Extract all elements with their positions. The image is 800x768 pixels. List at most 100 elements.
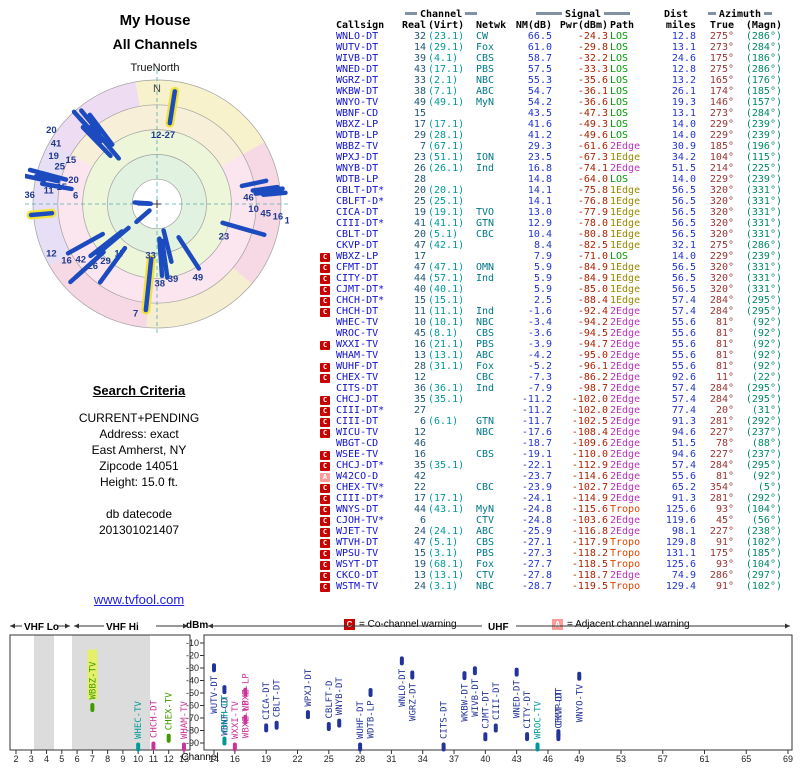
table-row: C WSTM-TV 24 (3.1) NBC -28.7 -119.5 Tropo 129.4 9… (320, 581, 782, 592)
table-row: C CFMT-DT 47 (47.1) OMN 5.9 -84.9 1Edge 56.5 320°… (320, 262, 782, 273)
table-row: CBLFT-D* 25 (25.1) 14.1 -76.8 1Edge 56.5 320° (3… (336, 196, 782, 207)
station-marker (305, 710, 310, 720)
co-channel-flag: C (320, 506, 330, 515)
x-tick-label: 3 (29, 754, 34, 764)
radar-bar-label: 42 (75, 254, 86, 265)
x-tick-label: 40 (480, 754, 490, 764)
co-channel-flag: C (320, 363, 330, 372)
station-label: CITY-DT (523, 690, 533, 729)
station-marker (243, 714, 248, 724)
table-row: C CHEX-TV 12 CBC -7.3 -86.2 2Edge 92.6 11° (22°) (320, 372, 782, 383)
station-marker (525, 732, 530, 742)
table-row: WNYO-TV 49 (49.1) MyN 54.2 -36.6 LOS 19.3 146° (1… (336, 97, 782, 108)
co-channel-flag: C (320, 561, 330, 570)
radar-bar (33, 173, 61, 184)
radar-bar (220, 220, 267, 238)
station-label: WKBW-DT (460, 683, 470, 722)
table-row: CICA-DT 19 (19.1) TVO 13.0 -77.9 1Edge 56.5 320°… (336, 207, 782, 218)
station-label: WBBZ-TV (88, 661, 98, 700)
radar-bar (28, 210, 55, 218)
radar-orientation-label: TrueNorth (130, 62, 180, 74)
station-label: CIII-DT (492, 681, 502, 720)
station-marker (556, 732, 561, 742)
station-marker (577, 671, 582, 681)
table-row: WIVB-DT 39 (4.1) CBS 58.7 -32.2 LOS 24.6 175° (18… (336, 53, 782, 64)
col-nm: NM(dB) (515, 20, 552, 31)
adjacent-channel-flag-icon: A (552, 619, 563, 630)
col-real: Real (402, 20, 427, 31)
x-tick-label: 14 (209, 754, 219, 764)
table-row: CBLT-DT* 20 (20.1) 14.1 -75.8 1Edge 56.5 320° (3… (336, 185, 782, 196)
radar-bar-label: 13 (285, 215, 289, 226)
table-row: C CIII-DT* 27 -11.2 -102.0 2Edge 77.4 20° (31°) (320, 405, 782, 416)
radar-bar-label: 12 (46, 248, 57, 259)
station-marker (472, 666, 477, 676)
table-row: WBNF-CD 15 43.5 -47.3 LOS 13.1 273° (284°) (336, 108, 782, 119)
x-tick-label: 19 (261, 754, 271, 764)
station-label: CKVP-DT (554, 687, 564, 726)
x-axis-label: Channel (181, 752, 219, 763)
co-channel-flag: C (320, 484, 330, 493)
station-label: CHCH-DT (220, 694, 230, 733)
table-row: A W42CO-D 42 -23.7 -114.6 2Edge 55.6 81° (92°) (320, 471, 782, 482)
col-true: True (709, 20, 734, 31)
y-tick-label: -90 (186, 738, 199, 748)
station-marker (274, 720, 279, 730)
station-label: WBXZ-LP (241, 673, 251, 712)
radar-bar (39, 170, 69, 182)
table-row: C WICU-TV 12 NBC -17.6 -108.4 2Edge 94.6 227° (23… (320, 427, 782, 438)
radar-bar (97, 245, 128, 285)
radar-bar-label: 36 (25, 190, 35, 201)
station-label: WIVB-DT (471, 678, 481, 717)
table-row: CITS-DT 36 (36.1) Ind -7.9 -98.7 2Edge 57.4 284°… (336, 383, 782, 394)
radar-bar (143, 257, 154, 313)
table-row: C WJET-TV 24 (24.1) ABC -25.9 -116.8 2Edge 98.1 2… (320, 526, 782, 537)
band-vhf-lo-label: VHF Lo (24, 622, 59, 633)
x-tick-label: 9 (120, 754, 125, 764)
radar-bar (134, 208, 152, 225)
radar-bar-label: 33 (145, 251, 156, 262)
table-row: WBGT-CD 46 -18.7 -109.6 2Edge 51.5 78° (88°) (336, 438, 782, 449)
radar-bar-label: 49 (193, 273, 204, 284)
co-channel-flag: C (320, 539, 330, 548)
co-channel-flag: C (320, 550, 330, 559)
table-row: WKBW-DT 38 (7.1) ABC 54.7 -36.1 LOS 26.1 174° (18… (336, 86, 782, 97)
station-label: WXXI-TV (231, 700, 241, 739)
y-axis-label: dBm (186, 620, 209, 631)
table-row: CIII-DT* 41 (41.1) GTN 12.9 -78.0 1Edge 56.5 320… (336, 218, 782, 229)
table-row: WHAM-TV 13 (13.1) ABC -4.2 -95.0 2Edge 55.6 81°(… (336, 350, 782, 361)
station-marker (264, 723, 269, 733)
table-row: WDTB-LP 28 14.8 -64.0 LOS 14.0 229° (239°) (336, 174, 782, 185)
radar-bar-label: 6 (73, 190, 78, 201)
station-label: CITS-DT (440, 700, 450, 739)
x-tick-label: 11 (149, 754, 158, 764)
table-row: C WXXI-TV 16 (21.1) PBS -3.9 -94.7 2Edge 55.6 81°… (320, 339, 782, 350)
station-marker (368, 688, 373, 697)
station-label: CICA-DT (262, 681, 272, 720)
radar-bar-label: 46 (243, 193, 254, 204)
north-marker: N (153, 83, 161, 95)
table-row: WNYB-DT 26 (26.1) Ind 16.8 -74.1 2Edge 51.5 214°… (336, 163, 782, 174)
table-row: WDTB-LP 29 (28.1) 41.2 -49.6 LOS 14.0 229° (239°… (336, 130, 782, 141)
y-tick-label: -30 (186, 663, 199, 673)
table-row: WUTV-DT 14 (29.1) Fox 61.0 -29.8 LOS 13.1 273° (2… (336, 42, 782, 53)
table-group-signal: Signal (512, 9, 654, 20)
radar-bar-label: 16 (61, 256, 72, 267)
search-criteria-heading: Search Criteria (92, 383, 186, 398)
tvfool-link[interactable]: www.tvfool.com (93, 592, 185, 607)
radar-bar-label: 12-27 (151, 130, 175, 141)
table-row: WBBZ-TV 7 (67.1) 29.3 -61.6 2Edge 30.9 185° (196… (336, 141, 782, 152)
station-label: WNYB-DT (335, 677, 345, 716)
x-tick-label: 49 (574, 754, 584, 764)
station-marker (410, 670, 415, 680)
station-marker (181, 742, 186, 752)
station-marker (222, 685, 227, 695)
signal-table: Channel Signal Dist Azimuth Callsign Rea… (320, 8, 782, 592)
x-tick-label: 5 (59, 754, 64, 764)
station-label: WNLO-DT (398, 668, 408, 707)
station-marker (358, 742, 363, 752)
col-magn: (Magn) (745, 20, 782, 31)
radar-bar-label: 20 (46, 125, 57, 136)
station-label: WPXJ-DT (304, 668, 314, 707)
co-channel-flag: C (320, 462, 330, 471)
